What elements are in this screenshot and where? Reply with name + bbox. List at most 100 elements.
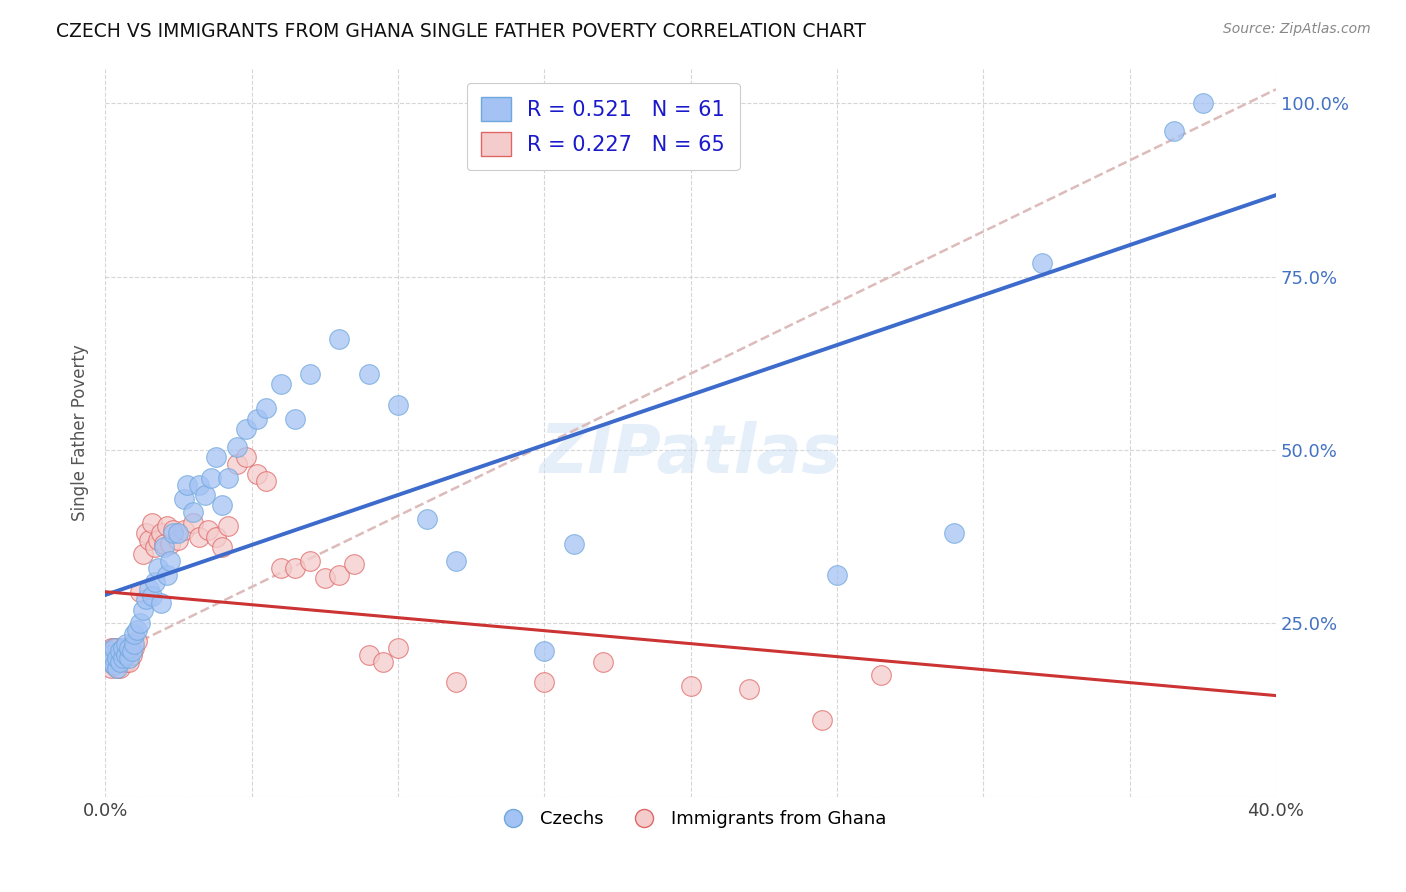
Point — [105, 640, 128, 655]
Point — [141, 589, 163, 603]
Point — [254, 401, 277, 416]
Point — [100, 648, 122, 662]
Point — [811, 714, 834, 728]
Point — [114, 655, 136, 669]
Point — [1163, 124, 1185, 138]
Point — [105, 661, 128, 675]
Point — [108, 651, 131, 665]
Point — [124, 627, 146, 641]
Point — [246, 411, 269, 425]
Point — [159, 536, 181, 550]
Point — [181, 516, 204, 530]
Point — [328, 567, 350, 582]
Point — [105, 651, 128, 665]
Point — [156, 567, 179, 582]
Text: Source: ZipAtlas.com: Source: ZipAtlas.com — [1223, 22, 1371, 37]
Point — [416, 512, 439, 526]
Point — [176, 477, 198, 491]
Point — [149, 526, 172, 541]
Point — [217, 471, 239, 485]
Point — [108, 644, 131, 658]
Point — [299, 554, 322, 568]
Point — [167, 526, 190, 541]
Point — [111, 640, 134, 655]
Point — [105, 661, 128, 675]
Point — [103, 658, 125, 673]
Point — [121, 644, 143, 658]
Point — [943, 526, 966, 541]
Text: CZECH VS IMMIGRANTS FROM GHANA SINGLE FATHER POVERTY CORRELATION CHART: CZECH VS IMMIGRANTS FROM GHANA SINGLE FA… — [56, 22, 866, 41]
Point — [108, 661, 131, 675]
Point — [387, 640, 409, 655]
Point — [103, 640, 125, 655]
Point — [100, 640, 122, 655]
Point — [135, 526, 157, 541]
Point — [211, 499, 233, 513]
Point — [103, 658, 125, 673]
Legend: Czechs, Immigrants from Ghana: Czechs, Immigrants from Ghana — [488, 803, 893, 835]
Point — [152, 540, 174, 554]
Point — [111, 655, 134, 669]
Point — [111, 651, 134, 665]
Point — [97, 644, 120, 658]
Point — [299, 367, 322, 381]
Point — [200, 471, 222, 485]
Point — [124, 640, 146, 655]
Point — [114, 648, 136, 662]
Point — [100, 661, 122, 675]
Point — [211, 540, 233, 554]
Point — [738, 682, 761, 697]
Point — [97, 651, 120, 665]
Point — [141, 516, 163, 530]
Point — [121, 648, 143, 662]
Point — [562, 536, 585, 550]
Point — [127, 624, 149, 638]
Point — [173, 491, 195, 506]
Point — [143, 574, 166, 589]
Point — [97, 644, 120, 658]
Point — [162, 523, 184, 537]
Point — [205, 530, 228, 544]
Point — [194, 488, 217, 502]
Point — [111, 640, 134, 655]
Point — [869, 668, 891, 682]
Point — [357, 648, 380, 662]
Point — [124, 637, 146, 651]
Point — [446, 554, 468, 568]
Point — [105, 651, 128, 665]
Point — [108, 655, 131, 669]
Point — [132, 547, 155, 561]
Point — [173, 523, 195, 537]
Point — [679, 679, 702, 693]
Point — [1031, 256, 1053, 270]
Point — [97, 651, 120, 665]
Point — [127, 633, 149, 648]
Point — [132, 602, 155, 616]
Point — [254, 474, 277, 488]
Point — [270, 377, 292, 392]
Point — [159, 554, 181, 568]
Point — [187, 530, 209, 544]
Point — [117, 655, 139, 669]
Point — [197, 523, 219, 537]
Point — [592, 655, 614, 669]
Point — [117, 640, 139, 655]
Point — [167, 533, 190, 548]
Point — [129, 616, 152, 631]
Point — [97, 655, 120, 669]
Point — [226, 457, 249, 471]
Point — [343, 558, 366, 572]
Point — [138, 533, 160, 548]
Point — [284, 561, 307, 575]
Point — [328, 332, 350, 346]
Point — [446, 675, 468, 690]
Point — [146, 561, 169, 575]
Point — [357, 367, 380, 381]
Point — [1191, 96, 1213, 111]
Point — [121, 637, 143, 651]
Point — [135, 592, 157, 607]
Point — [217, 519, 239, 533]
Point — [103, 651, 125, 665]
Point — [149, 596, 172, 610]
Y-axis label: Single Father Poverty: Single Father Poverty — [72, 344, 89, 521]
